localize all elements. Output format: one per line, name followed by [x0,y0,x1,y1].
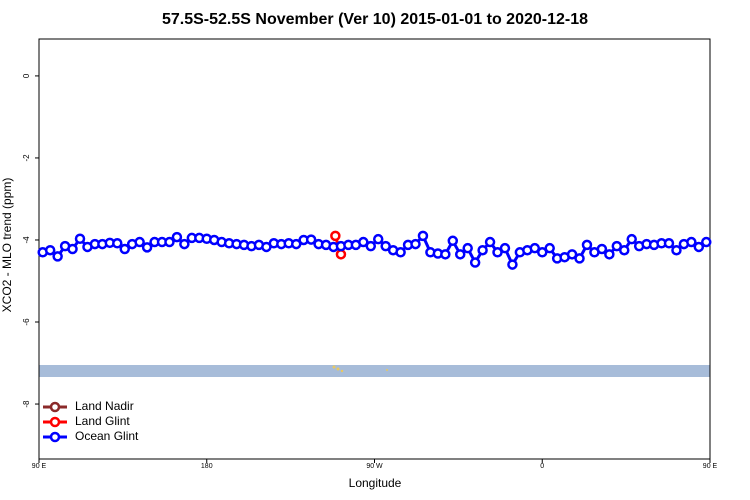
data-point [544,242,555,254]
data-point [305,234,317,245]
data-point [693,241,705,253]
data-point [626,233,637,245]
data-point [537,247,548,258]
data-point [365,240,377,252]
x-axis-label: Longitude [349,476,402,490]
data-point [604,249,615,260]
data-point [447,235,459,247]
data-point [380,240,391,252]
map-strip [39,365,710,377]
data-point [596,243,608,255]
data-point [330,230,341,242]
legend-label: Ocean Glint [75,429,139,443]
data-point [171,231,183,243]
legend-marker [49,416,61,428]
map-dot [332,365,336,369]
data-point [499,242,511,254]
data-point [477,244,488,256]
legend-marker [49,431,61,443]
data-point [119,243,130,255]
data-point [112,238,123,249]
y-tick-label: -8 [22,400,31,408]
data-point [335,249,347,260]
data-point [507,259,518,270]
y-tick-label: -4 [22,236,31,244]
x-tick-label: 90 E [32,463,47,470]
data-point [134,236,145,248]
data-point [581,239,593,251]
data-point [417,230,429,242]
data-point [44,244,56,256]
data-point [671,244,682,256]
legend-marker [49,401,61,413]
x-tick-label: 90 E [703,463,718,470]
data-point [462,242,473,254]
data-point [484,236,496,248]
legend-label: Land Glint [75,414,130,428]
data-point [566,249,578,260]
data-point [574,253,585,264]
data-point [52,251,63,262]
data-point [701,236,712,248]
chart-title: 57.5S-52.5S November (Ver 10) 2015-01-01… [162,11,588,28]
map-dot [386,369,388,371]
data-point [619,244,630,256]
data-point [454,249,466,260]
data-point [290,238,302,250]
data-point [529,242,541,254]
y-axis-label: XCO2 - MLO trend (ppm) [0,178,14,313]
data-point [686,236,697,248]
data-point [663,238,675,249]
x-tick-label: 180 [201,463,213,470]
data-point [492,247,503,258]
y-tick-label: -2 [22,154,31,162]
data-point [372,233,384,245]
data-point [395,247,406,258]
data-point [469,257,481,268]
map-dot [340,369,344,373]
data-point [164,236,175,248]
legend-label: Land Nadir [75,399,134,413]
data-point [358,236,369,248]
x-tick-label: 0 [540,463,544,470]
map-dot [336,367,340,371]
data-point [410,238,421,250]
data-point [179,238,190,250]
y-tick-label: -6 [22,318,31,326]
x-tick-label: 90 W [366,463,383,470]
data-point [141,242,153,253]
data-point [440,249,451,260]
y-tick-label: 0 [22,73,31,78]
data-point [67,243,78,255]
data-point [74,233,86,244]
data-point [611,240,623,252]
